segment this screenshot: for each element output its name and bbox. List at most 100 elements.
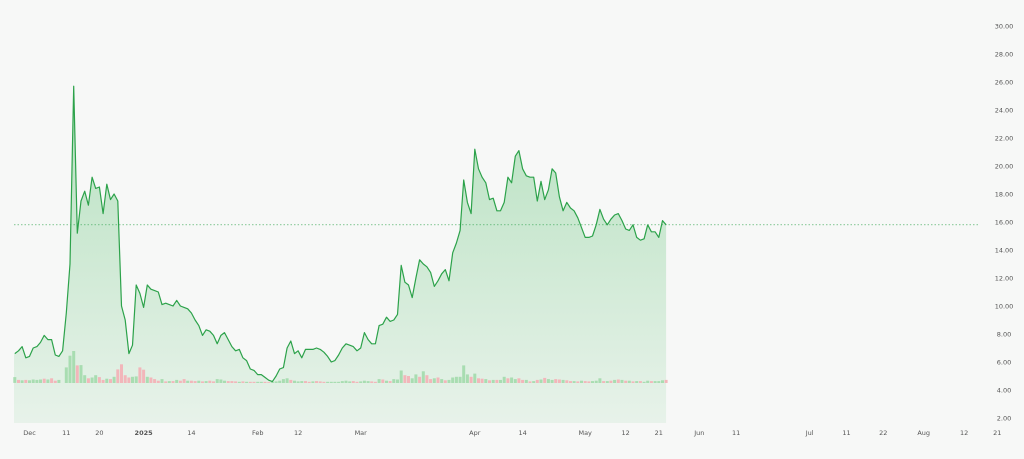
volume-bar-161 [609,380,613,383]
volume-bar-65 [256,381,260,383]
volume-bar-105 [403,375,407,383]
volume-bar-64 [252,381,256,383]
volume-bar-139 [528,381,532,383]
price-tick-label-2: 6.00 [997,358,1011,366]
volume-bar-114 [436,377,440,383]
volume-bar-110 [421,371,425,383]
volume-bar-20 [90,377,94,383]
volume-bar-88 [340,381,344,383]
volume-bar-152 [576,381,580,383]
price-tick-label-0: 2.00 [997,414,1011,422]
volume-bar-104 [399,370,403,383]
volume-bar-134 [510,377,514,383]
price-tick-label-1: 4.00 [997,386,1011,394]
time-tick-label-10: May [578,429,592,437]
volume-bar-72 [281,379,285,383]
volume-bar-59 [234,381,238,383]
volume-bar-92 [355,381,359,383]
volume-bar-76 [296,381,300,383]
price-area-fill [14,86,667,423]
volume-bar-157 [594,380,598,383]
volume-bar-61 [241,381,245,383]
volume-bar-15 [72,351,76,383]
volume-bar-155 [587,381,591,383]
volume-bar-128 [488,380,491,383]
volume-bar-135 [513,379,517,383]
volume-bar-95 [366,381,370,383]
volume-bar-173 [653,381,657,383]
price-tick-label-8: 18.00 [995,190,1014,198]
volume-bar-29 [123,375,127,383]
time-tick-label-12: 21 [655,429,663,437]
volume-bar-133 [506,378,510,383]
volume-bar-9 [46,379,50,383]
time-tick-label-9: 14 [518,429,526,437]
volume-bar-163 [616,379,620,383]
volume-bar-103 [396,379,399,383]
volume-bar-130 [495,379,499,383]
volume-bar-115 [440,379,444,383]
time-tick-label-7: Mar [355,429,368,437]
volume-bar-82 [318,381,322,383]
time-tick-label-6: 12 [294,429,302,437]
volume-bar-167 [631,381,635,383]
volume-bar-55 [219,379,223,383]
volume-bar-170 [642,381,646,383]
volume-bar-4 [28,380,31,383]
volume-bar-74 [289,379,293,383]
time-tick-label-15: Jul [805,429,814,437]
volume-bar-123 [469,376,473,383]
volume-bar-127 [484,379,488,383]
volume-bar-24 [105,378,109,383]
time-tick-label-8: Apr [469,429,481,437]
volume-bar-93 [359,381,363,383]
volume-bar-47 [189,380,193,383]
volume-bar-159 [602,381,606,383]
volume-bar-31 [131,376,134,383]
volume-bar-126 [480,378,484,383]
volume-bar-80 [311,381,315,383]
price-tick-label-13: 28.00 [995,50,1014,58]
volume-bar-0 [13,377,17,383]
volume-bar-35 [145,376,149,383]
time-tick-label-16: 11 [842,429,850,437]
volume-bar-91 [351,381,355,383]
time-tick-label-4: 14 [187,429,195,437]
time-tick-label-5: Feb [252,429,264,437]
volume-bar-150 [569,381,572,383]
volume-bar-37 [153,379,157,383]
volume-bar-52 [208,380,212,383]
volume-bar-89 [344,380,348,383]
volume-bar-48 [193,381,197,383]
time-tick-label-20: 21 [993,429,1001,437]
volume-bar-147 [557,379,561,383]
volume-bar-125 [477,378,480,383]
volume-bar-121 [462,365,466,383]
volume-bar-60 [237,381,241,383]
price-tick-label-5: 12.00 [995,274,1014,282]
volume-bar-86 [333,381,337,383]
volume-bar-34 [142,369,146,383]
price-line[interactable] [14,85,667,383]
volume-bar-62 [245,381,249,383]
volume-bar-33 [138,367,142,383]
volume-bar-171 [646,380,650,383]
volume-bar-146 [554,379,558,383]
volume-bar-73 [285,378,289,383]
volume-bar-40 [164,381,168,383]
volume-bar-169 [638,381,642,383]
volume-bar-71 [278,380,282,383]
volume-bar-23 [101,379,105,383]
volume-bar-142 [539,379,543,383]
volume-bar-16 [75,365,79,383]
volume-bar-84 [326,381,330,383]
price-tick-label-4: 10.00 [995,302,1014,310]
price-tick-label-7: 16.00 [995,218,1014,226]
volume-bar-11 [53,380,57,383]
volume-bar-149 [565,380,569,383]
volume-bar-166 [627,380,631,383]
volume-bar-101 [388,381,392,383]
price-tick-label-6: 14.00 [995,246,1014,254]
